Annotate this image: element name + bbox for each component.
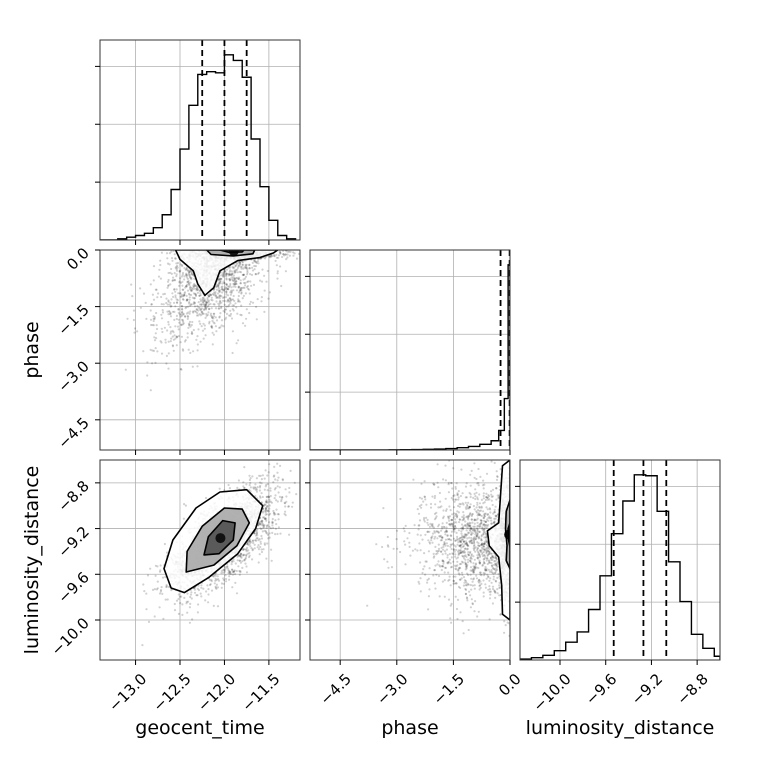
x-tick-label: −4.5	[316, 670, 354, 708]
contour-line-1	[205, 250, 256, 257]
x-tick-label: −13.0	[105, 670, 150, 715]
contour-line-0	[486, 460, 510, 621]
x-tick-label: −9.2	[628, 670, 666, 708]
contour-line-0	[174, 250, 279, 297]
x-tick-label: −12.5	[150, 670, 195, 715]
axes-frame	[99, 459, 301, 661]
scatter-geocent_time-vs-phase: −4.5 −3.0 −1.5 0.0	[54, 244, 301, 455]
x-tick-label: −10.0	[530, 670, 575, 715]
histogram-luminosity_distance: −10.0 −9.6 −9.2 −8.8	[515, 459, 721, 715]
y-tick-label: −9.2	[54, 523, 92, 561]
histogram-step-luminosity_distance	[520, 474, 720, 660]
contour-line-2	[219, 250, 245, 254]
scatter-phase-vs-luminosity_distance: −4.5 −3.0 −1.5 0.0	[305, 459, 525, 709]
x-tick-label: −9.6	[582, 670, 620, 708]
axes-frame	[309, 249, 511, 451]
contour-line-2	[507, 522, 510, 548]
density-fill-0	[487, 460, 510, 620]
contour-line-2	[203, 519, 236, 556]
histogram-step-geocent_time	[100, 54, 297, 240]
axes-frame	[99, 249, 301, 451]
y-tick-label: −4.5	[54, 414, 92, 452]
y-axis-label-phase: phase	[21, 321, 43, 378]
y-tick-label: 0.0	[63, 244, 93, 274]
contour-line-1	[185, 507, 251, 573]
x-tick-label: −11.5	[238, 670, 283, 715]
histogram-phase	[305, 249, 511, 455]
x-tick-label: −3.0	[373, 670, 411, 708]
y-tick-label: −3.0	[54, 357, 92, 395]
x-axis-label-geocent_time: geocent_time	[135, 717, 264, 739]
y-tick-label: −10.0	[48, 614, 93, 659]
axes-frame	[99, 39, 301, 241]
contour-line-1	[504, 499, 510, 570]
x-tick-label: −12.0	[194, 670, 239, 715]
y-tick-label: −9.6	[54, 568, 92, 606]
y-tick-label: −1.5	[54, 301, 92, 339]
x-tick-label: −8.8	[673, 670, 711, 708]
histogram-geocent_time	[95, 39, 301, 245]
scatter-geocent_time-vs-luminosity_distance: −13.0 −12.5 −12.0 −11.5 −10.0 −9.6 −9.2 −8.8	[48, 459, 301, 715]
density-peak	[228, 250, 239, 257]
y-tick-label: −8.8	[54, 477, 92, 515]
contour-line-0	[163, 488, 264, 594]
x-axis-label-luminosity_distance: luminosity_distance	[526, 717, 715, 739]
y-axis-label-luminosity_distance: luminosity_distance	[21, 466, 43, 655]
axes-frame	[519, 459, 721, 661]
axes-frame	[309, 459, 511, 661]
x-tick-label: −1.5	[430, 670, 468, 708]
density-peak	[215, 533, 226, 544]
x-tick-label: 0.0	[495, 670, 525, 700]
x-axis-label-phase: phase	[381, 717, 438, 739]
density-fill-0	[175, 250, 278, 296]
